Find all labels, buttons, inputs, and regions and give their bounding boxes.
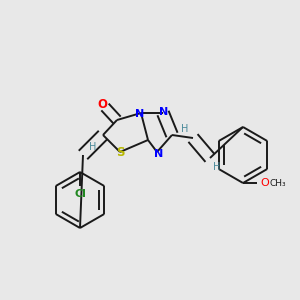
Text: CH₃: CH₃ (270, 178, 286, 188)
Text: N: N (159, 107, 169, 117)
Text: O: O (97, 98, 107, 110)
Text: N: N (154, 149, 164, 159)
Text: H: H (181, 124, 189, 134)
Text: H: H (213, 162, 221, 172)
Text: H: H (89, 142, 97, 152)
Text: O: O (261, 178, 269, 188)
Text: S: S (116, 146, 124, 160)
Text: N: N (135, 109, 145, 119)
Text: Cl: Cl (74, 189, 86, 199)
